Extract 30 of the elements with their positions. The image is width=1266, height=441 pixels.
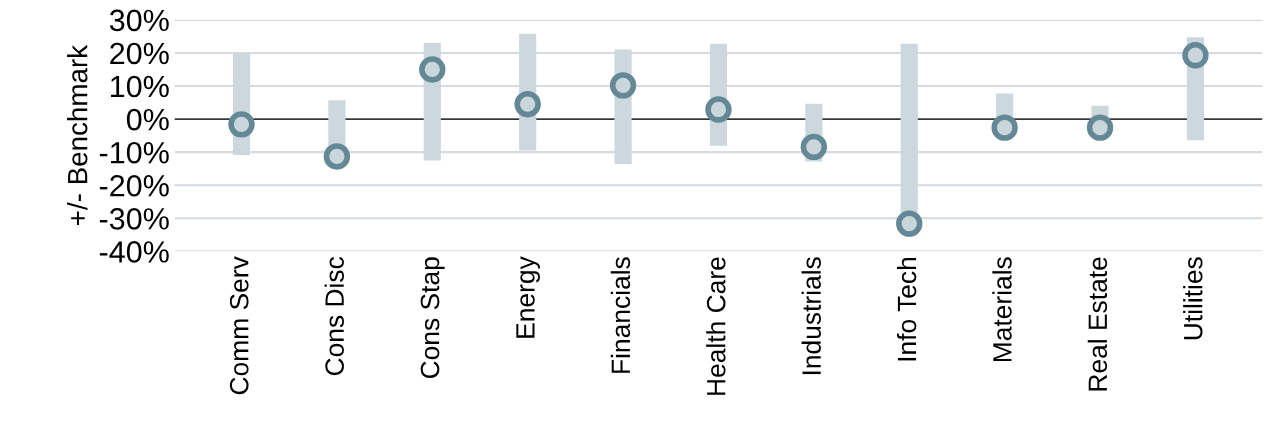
point: [609, 72, 637, 99]
point: [896, 210, 923, 237]
point: [228, 111, 255, 138]
y-tick-label: 30%: [109, 9, 169, 32]
x-tick-label: Comm Serv: [229, 256, 249, 395]
point: [419, 56, 446, 83]
point: [705, 96, 732, 123]
y-tick-label: -30%: [99, 208, 169, 230]
y-axis-title: +/- Benchmark: [67, 44, 88, 225]
x-tick-label: Cons Stap: [420, 257, 445, 379]
x-tick-label: Energy: [516, 256, 540, 338]
y-tick-label: -10%: [99, 141, 169, 164]
y-tick-label: 20%: [110, 42, 169, 65]
x-tick-label: Real Estate: [1087, 257, 1108, 391]
y-tick-label: 10%: [111, 75, 169, 98]
point: [323, 143, 351, 170]
x-tick-label: Health Care: [706, 257, 726, 395]
x-tick-label: Materials: [992, 257, 1012, 362]
y-tick-label: -40%: [99, 241, 169, 263]
point: [800, 133, 828, 161]
x-tick-label: Info Tech: [896, 257, 917, 361]
point: [991, 114, 1018, 141]
y-tick-label: 0%: [126, 108, 169, 131]
point: [514, 90, 541, 118]
y-tick-label: -20%: [99, 174, 169, 197]
point: [1182, 42, 1209, 69]
x-tick-label: Financials: [610, 257, 631, 373]
x-tick-label: Industrials: [801, 257, 821, 375]
x-tick-label: Cons Disc: [324, 256, 344, 376]
x-tick-label: Utilities: [1183, 257, 1203, 340]
